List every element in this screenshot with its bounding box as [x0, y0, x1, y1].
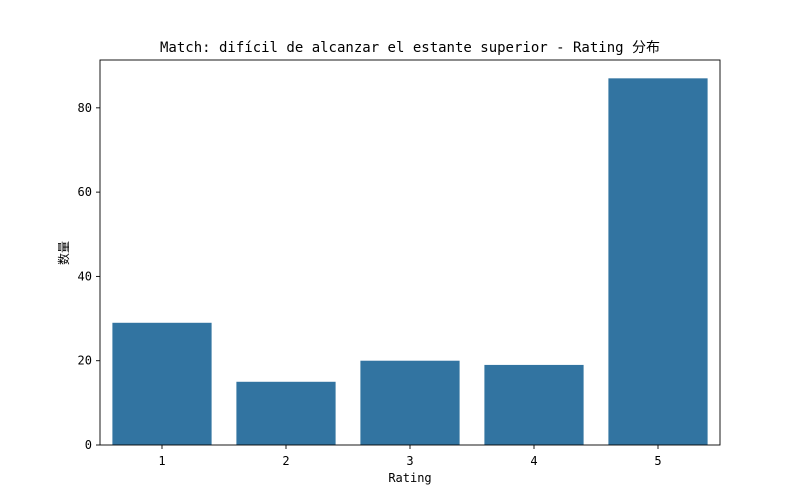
- bars-layer: [112, 78, 708, 445]
- y-tick-label-0: 0: [85, 438, 92, 452]
- bar-1: [112, 322, 212, 445]
- y-tick-label-20: 20: [78, 354, 92, 368]
- x-axis-label: Rating: [388, 471, 431, 485]
- x-tick-label-3: 3: [406, 454, 413, 468]
- y-tick-label-60: 60: [78, 185, 92, 199]
- x-tick-label-2: 2: [282, 454, 289, 468]
- x-tick-label-4: 4: [530, 454, 537, 468]
- x-tick-label-1: 1: [158, 454, 165, 468]
- axes-layer: 1 2 3 4 5 0 20 40 60 80: [78, 59, 721, 468]
- bar-2: [236, 381, 336, 445]
- x-tick-label-5: 5: [654, 454, 661, 468]
- y-tick-label-80: 80: [78, 101, 92, 115]
- bar-4: [484, 364, 584, 445]
- chart-title: Match: difícil de alcanzar el estante su…: [160, 40, 660, 56]
- bar-3: [360, 360, 460, 445]
- bar-5: [608, 78, 708, 445]
- y-tick-label-40: 40: [78, 269, 92, 283]
- y-axis-label: 数量: [56, 241, 71, 265]
